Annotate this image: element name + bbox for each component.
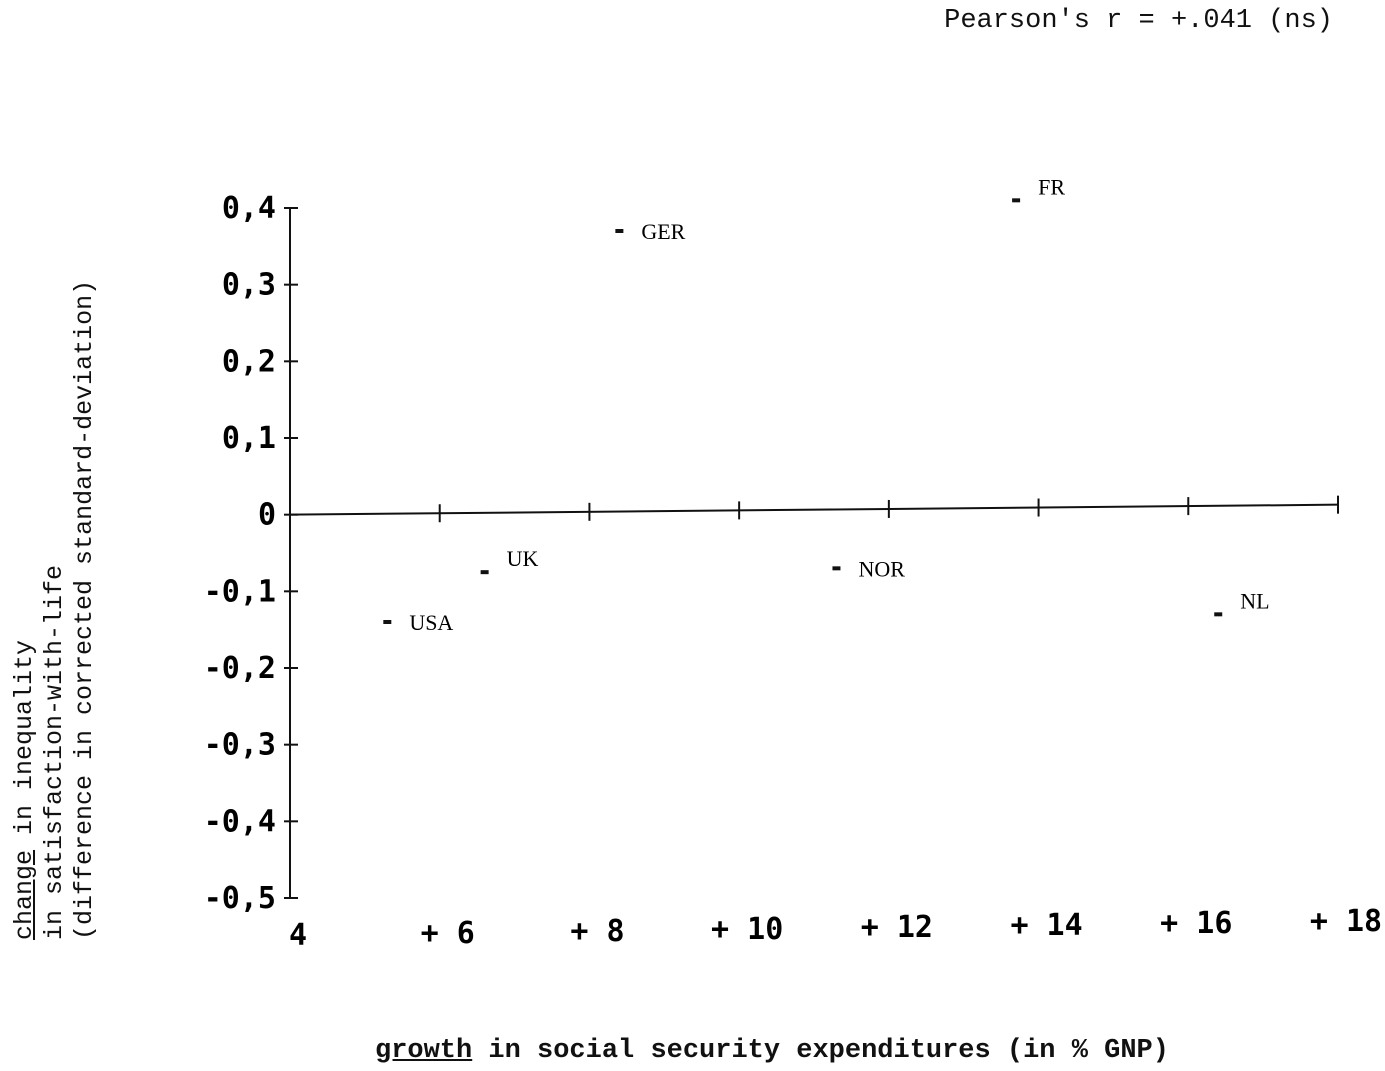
x-tick-label: + 18 bbox=[1310, 904, 1382, 939]
pearson-annotation: Pearson's r = +.041 (ns) bbox=[944, 6, 1333, 36]
x-tick-label: + 12 bbox=[861, 910, 933, 945]
x-tick-label: 4 bbox=[289, 918, 307, 953]
x-axis-line bbox=[289, 503, 1339, 516]
data-point-label-nor: NOR bbox=[858, 556, 905, 581]
data-point-label-nl: NL bbox=[1240, 588, 1269, 613]
y-tick-label: 0,4 bbox=[222, 191, 276, 226]
y-tick-label: 0,1 bbox=[222, 421, 276, 456]
data-point-fr bbox=[1012, 198, 1021, 203]
y-tick-label: -0,2 bbox=[204, 651, 276, 686]
x-axis-label: growth in social security expenditures (… bbox=[375, 1036, 1169, 1066]
data-points: USA UK GER NOR FR NL bbox=[383, 174, 1270, 635]
data-point-label-uk: UK bbox=[507, 546, 539, 571]
data-point-ger bbox=[615, 229, 624, 233]
x-tick-label: + 14 bbox=[1010, 908, 1082, 943]
y-tick-label: -0,5 bbox=[204, 881, 276, 916]
y-tick-label: 0,2 bbox=[222, 344, 276, 379]
x-tick-label: + 10 bbox=[711, 912, 783, 947]
data-point-nl bbox=[1214, 612, 1223, 617]
y-tick-label: -0,1 bbox=[204, 574, 276, 609]
data-point-uk bbox=[480, 570, 489, 575]
x-tick-label: + 6 bbox=[421, 916, 475, 951]
data-point-label-fr: FR bbox=[1038, 174, 1065, 199]
x-axis-label-rest: in social security expenditures (in % GN… bbox=[472, 1036, 1169, 1066]
y-tick-label: 0,3 bbox=[222, 268, 276, 303]
y-tick-label: -0,4 bbox=[204, 804, 276, 839]
data-point-nor bbox=[832, 566, 841, 571]
data-point-usa bbox=[383, 620, 392, 624]
y-tick-label: -0,3 bbox=[204, 728, 276, 763]
x-axis-label-underlined: growth bbox=[375, 1036, 473, 1066]
x-tick-label: + 16 bbox=[1160, 906, 1232, 941]
x-tick-label: + 8 bbox=[570, 914, 624, 949]
y-tick-label: 0 bbox=[258, 498, 276, 533]
data-point-label-ger: GER bbox=[641, 219, 685, 244]
data-point-label-usa: USA bbox=[409, 610, 453, 635]
x-ticks: 4 + 6 + 8 + 10 + 12 + 14 + 16 + 18 bbox=[289, 495, 1382, 953]
y-ticks: 0,4 0,3 0,2 0,1 0 -0,1 -0,2 -0,3 -0,4 -0,5 bbox=[204, 191, 298, 916]
axes bbox=[289, 208, 1339, 898]
